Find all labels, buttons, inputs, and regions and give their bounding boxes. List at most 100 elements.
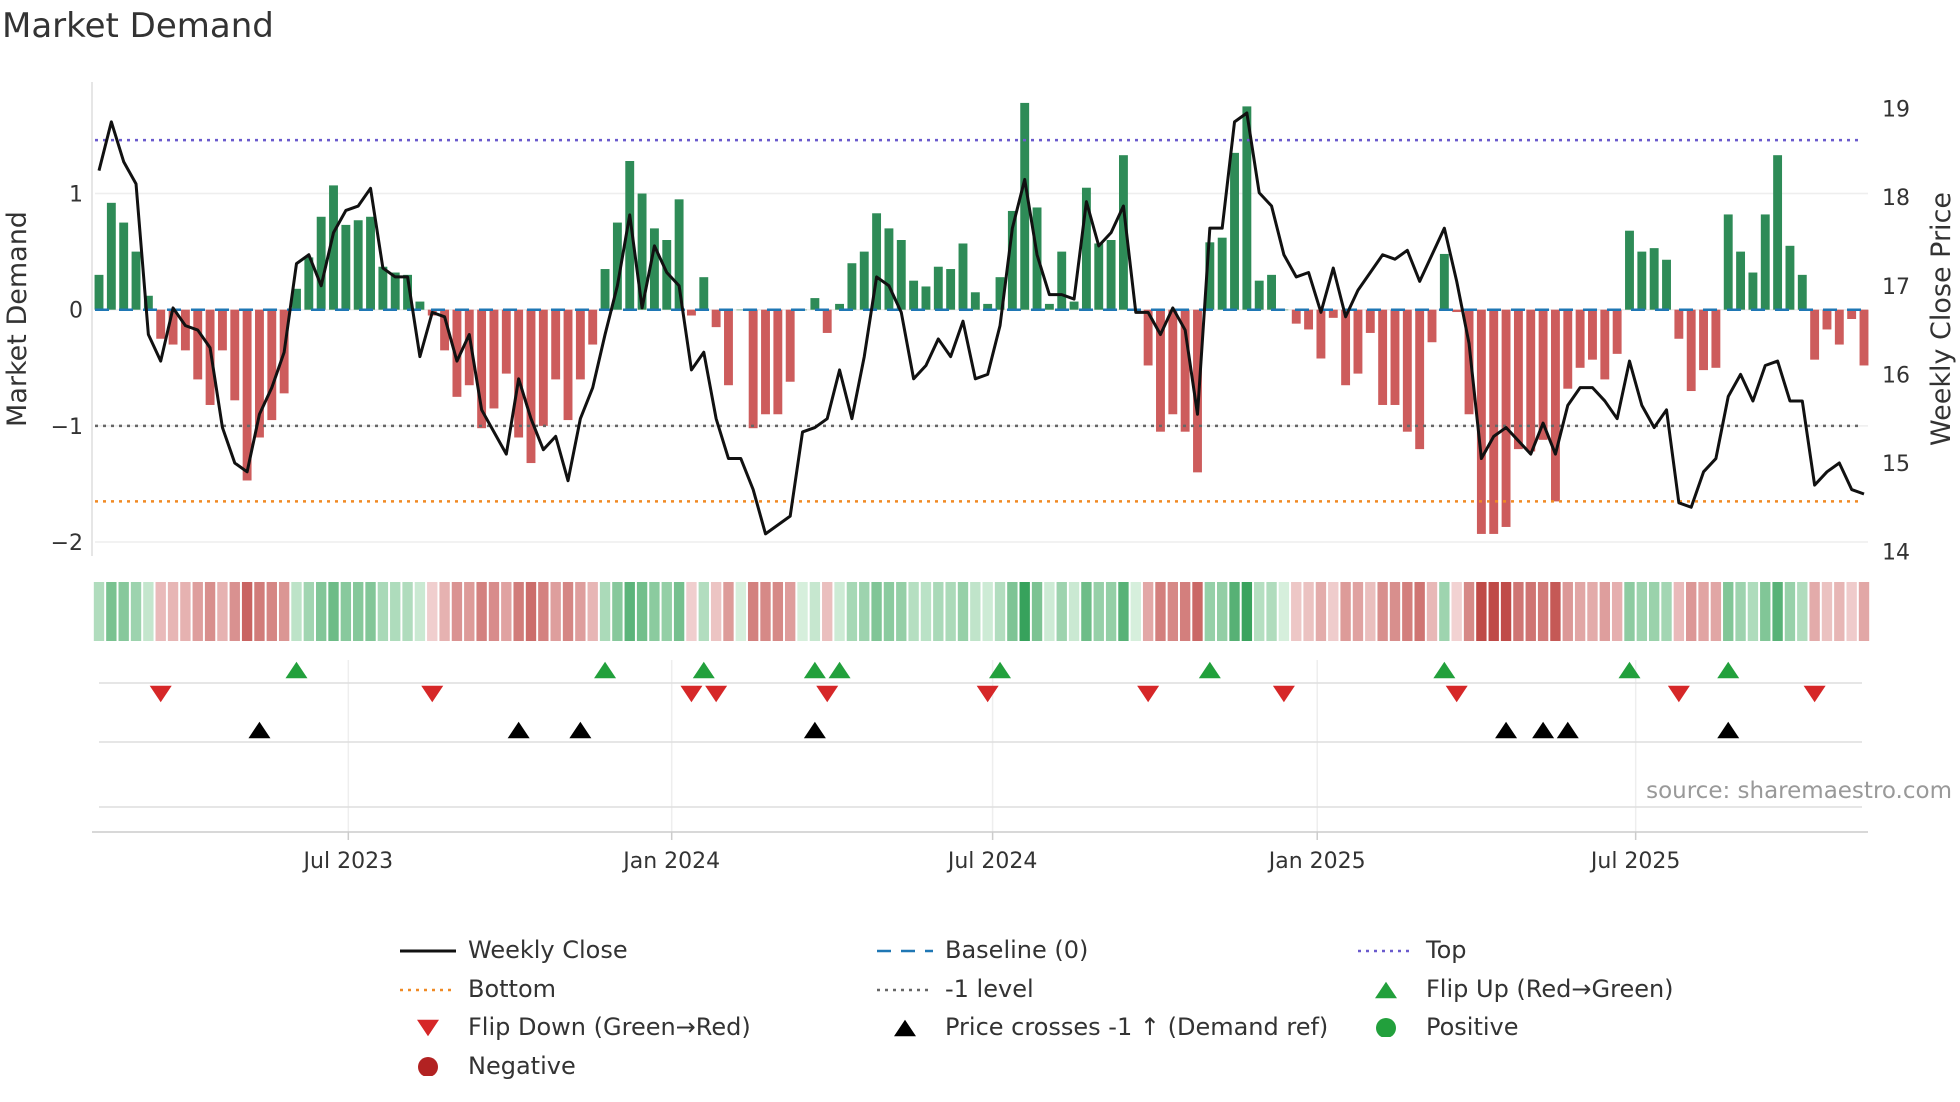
demand-bar (859, 251, 869, 310)
demand-bar (1773, 155, 1783, 310)
demand-strip-cell (686, 582, 697, 641)
demand-strip-cell (871, 582, 882, 641)
demand-bar (1711, 309, 1721, 368)
demand-bar (255, 309, 264, 438)
demand-bar (1612, 309, 1622, 354)
flip-down-marker (1803, 685, 1826, 703)
legend-label-close: Weekly Close (468, 936, 628, 964)
demand-strip-cell (933, 582, 944, 641)
demand-bar (1328, 309, 1338, 318)
flip-up-marker (989, 661, 1012, 679)
demand-strip-cell (106, 582, 117, 641)
demand-strip-cell (772, 582, 784, 641)
demand-strip-cell (377, 582, 389, 641)
demand-strip-cell (1389, 582, 1401, 641)
demand-bar (921, 286, 931, 310)
y-tick-label: 1 (69, 183, 83, 208)
demand-bar (1094, 243, 1104, 310)
demand-bar (1760, 214, 1770, 310)
demand-bar (785, 309, 795, 382)
demand-strip-cell (402, 582, 413, 641)
demand-strip-cell (624, 582, 635, 641)
y2-tick-label: 16 (1882, 363, 1910, 388)
demand-strip-cell (414, 582, 426, 641)
flip-down-marker (1667, 685, 1690, 703)
demand-bar (304, 257, 314, 310)
demand-bar (353, 220, 363, 310)
legend-swatch-flipdown-icon (417, 1019, 439, 1037)
demand-bar (156, 309, 166, 339)
demand-bar (1069, 301, 1079, 310)
demand-bar (1847, 309, 1857, 319)
demand-strip-cell (464, 582, 475, 641)
demand-bar (477, 309, 487, 429)
y2-tick-label: 17 (1882, 275, 1910, 300)
demand-strip-cell (1772, 582, 1783, 641)
demand-strip-cell (1599, 582, 1610, 641)
demand-bar (551, 309, 561, 380)
demand-strip-cell (1254, 582, 1265, 641)
demand-strip-cell (488, 582, 500, 641)
demand-bar (1600, 309, 1610, 380)
demand-strip-cell (390, 582, 401, 641)
flip-up-marker (803, 661, 826, 679)
demand-bar (1057, 251, 1067, 310)
demand-bar (1427, 309, 1437, 343)
demand-bar (538, 309, 548, 426)
demand-bar (1230, 152, 1239, 310)
price-cross-marker (569, 721, 592, 739)
flip-down-marker (421, 685, 444, 703)
demand-strip-cell (599, 582, 611, 641)
legend-swatch-top-icon (1358, 949, 1414, 953)
demand-strip-cell (217, 582, 228, 641)
demand-strip-cell (143, 582, 154, 641)
demand-strip-cell (1476, 582, 1487, 641)
demand-strip-cell (1229, 582, 1240, 641)
demand-bar (1168, 309, 1178, 415)
demand-strip-cell (266, 582, 277, 641)
demand-bar (390, 272, 400, 310)
price-cross-marker (803, 721, 826, 739)
demand-bar (983, 303, 993, 310)
demand-strip-cell (1797, 582, 1808, 641)
demand-strip-cell (427, 582, 438, 641)
demand-strip-cell (1216, 582, 1228, 641)
demand-bar (1143, 309, 1153, 366)
legend-label-bottom: Bottom (468, 975, 557, 1003)
demand-bar (131, 251, 141, 310)
legend-label-flipup: Flip Up (Red→Green) (1426, 975, 1674, 1003)
demand-bar (143, 295, 153, 310)
demand-strip-cell (1439, 582, 1450, 641)
flip-up-marker (828, 661, 851, 679)
price-cross-marker (1717, 721, 1740, 739)
demand-strip-cell (303, 582, 315, 641)
price-cross-marker (1495, 721, 1518, 739)
demand-strip-cell (525, 582, 537, 641)
demand-strip-cell (1179, 582, 1191, 641)
demand-bar (773, 309, 783, 415)
demand-strip-cell (365, 582, 376, 641)
demand-strip-cell (1204, 582, 1216, 641)
demand-strip-cell (180, 582, 191, 641)
demand-bar (106, 202, 116, 310)
demand-bar (909, 280, 919, 310)
legend-label-baseline: Baseline (0) (945, 936, 1089, 964)
demand-bar (748, 309, 758, 429)
flip-up-marker (1198, 661, 1221, 679)
demand-strip-cell (575, 582, 586, 641)
demand-bar (514, 309, 524, 438)
demand-bar (292, 288, 301, 310)
demand-bar (1513, 309, 1523, 450)
demand-bar (1118, 155, 1128, 310)
demand-bar (1822, 309, 1832, 330)
demand-bar (563, 309, 573, 421)
legend-swatch-baseline-icon (877, 949, 933, 953)
demand-bar (687, 309, 696, 316)
flip-down-marker (1272, 685, 1295, 703)
demand-bar (119, 222, 129, 310)
demand-strip-cell (1537, 582, 1549, 641)
demand-strip-cell (155, 582, 166, 641)
demand-strip-cell (661, 582, 672, 641)
y2-tick-label: 19 (1882, 98, 1910, 123)
demand-strip-cell (241, 582, 253, 641)
